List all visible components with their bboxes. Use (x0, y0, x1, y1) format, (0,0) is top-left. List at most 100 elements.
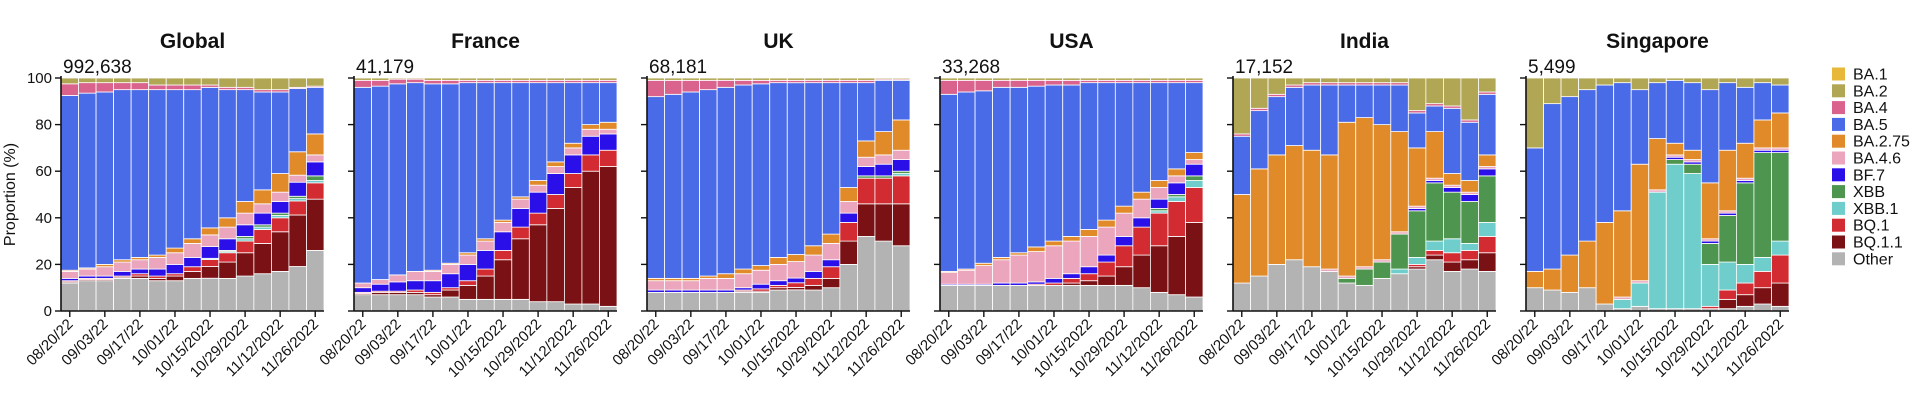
stacked-bar (892, 77, 911, 312)
bar-segment-ba-2 (1250, 77, 1269, 109)
bar-segment-xbb (306, 175, 325, 181)
bar-segment-ba-5 (1355, 84, 1374, 119)
stacked-bar (751, 77, 771, 312)
bar-segment-ba-2-75 (183, 238, 202, 244)
bar-segment-bf-7 (270, 201, 290, 214)
bar-segment-bq-1-1 (288, 214, 307, 267)
bar-segment-ba-5 (716, 86, 736, 275)
bar-segment-bq-1-1 (1097, 275, 1116, 286)
bar-segment-bq-1 (599, 149, 618, 167)
bar-segment-ba-2 (646, 77, 665, 81)
bar-segment-ba-4-6 (751, 269, 771, 285)
bar-segment-ba-2 (371, 77, 390, 81)
bar-segment-ba-2 (769, 77, 788, 81)
stacked-bar (1372, 77, 1392, 312)
bar-segment-ba-5 (1114, 82, 1134, 207)
bar-segment-xbb-1 (1443, 238, 1462, 254)
stacked-bar (581, 77, 600, 312)
bar-segment-bf-7 (306, 161, 325, 177)
bar-segment-xbb-1 (1167, 196, 1186, 202)
bar-segment-bq-1 (1114, 245, 1134, 268)
bar-segment-other (1027, 284, 1046, 312)
bar-segment-xbb (1460, 201, 1479, 244)
bar-segment-xbb-1 (1718, 261, 1737, 291)
bar-segment-ba-2 (1355, 77, 1374, 84)
bar-segment-bf-7 (546, 173, 565, 195)
sequence-count: 33,268 (942, 57, 1000, 78)
bar-segment-other (1185, 296, 1204, 312)
bar-segment-other (892, 245, 911, 312)
bar-segment-ba-5 (734, 84, 753, 270)
stacked-bar (1267, 77, 1286, 312)
bar-segment-other (511, 298, 530, 312)
bar-segment-ba-5 (1285, 86, 1304, 146)
stacked-bar (458, 77, 478, 312)
bar-segment-bq-1-1 (1167, 236, 1186, 296)
bar-segment-other (1478, 270, 1497, 312)
bar-segment-ba-4-6 (939, 272, 958, 285)
bar-segment-ba-2-75 (1771, 112, 1790, 149)
bar-segment-xbb-1 (1185, 180, 1204, 188)
bar-segment-ba-4 (939, 79, 958, 95)
bar-segment-ba-2 (1595, 77, 1615, 86)
bar-segment-ba-4-6 (1097, 226, 1116, 256)
legend-item-ba-2: BA.2 (1832, 83, 1888, 100)
bar-segment-ba-5 (1267, 96, 1286, 156)
panel-global: Global992,63802040608010008/20/2209/03/2… (23, 30, 325, 381)
bar-segment-bq-1-1 (218, 261, 237, 279)
stacked-bar (253, 77, 272, 312)
bar-segment-ba-4-6 (957, 269, 976, 285)
bar-segment-bq-1-1 (183, 270, 202, 279)
bar-segment-ba-2-75 (1595, 222, 1615, 305)
bar-segment-bq-1 (546, 194, 565, 209)
bar-segment-ba-2 (821, 77, 841, 81)
bar-segment-bq-1-1 (493, 259, 513, 300)
bar-segment-ba-2 (1302, 77, 1322, 84)
bar-segment-ba-2 (1390, 77, 1409, 84)
stacked-bar (1079, 77, 1099, 312)
legend-swatch (1832, 151, 1845, 165)
stacked-bar (992, 77, 1011, 312)
bar-segment-other (1337, 282, 1357, 312)
stacked-bar (1578, 77, 1597, 312)
bar-segment-ba-2-75 (218, 217, 237, 228)
bar-segment-ba-4 (95, 82, 114, 93)
bar-segment-ba-2 (235, 77, 255, 88)
stacked-bar (183, 77, 202, 312)
stacked-bar (716, 77, 736, 312)
bar-segment-ba-2 (1079, 77, 1099, 81)
bar-segment-other (699, 291, 718, 312)
stacked-bar (564, 77, 583, 312)
bar-segment-bq-1 (1771, 254, 1790, 284)
bar-segment-xbb (1700, 243, 1720, 265)
bar-segment-ba-2-75 (270, 173, 290, 193)
bar-segment-ba-4-6 (1150, 187, 1169, 200)
legend-item-bf-7: BF.7 (1832, 167, 1885, 184)
bar-segment-ba-2 (1337, 77, 1357, 84)
bar-segment-ba-2 (1665, 77, 1685, 81)
bar-segment-bq-1-1 (1425, 254, 1444, 261)
bar-segment-ba-2-75 (1114, 205, 1134, 214)
legend-swatch (1832, 67, 1845, 81)
panel-title: USA (1049, 30, 1093, 53)
bar-segment-ba-2 (511, 77, 530, 81)
sequence-count: 5,499 (1528, 57, 1576, 78)
bar-segment-xbb (1337, 277, 1357, 284)
bar-segment-other (992, 284, 1011, 312)
bar-segment-ba-4 (183, 84, 202, 91)
bar-segment-ba-2-75 (200, 227, 220, 236)
bar-segment-bf-7 (564, 154, 583, 174)
bar-segment-ba-2 (1150, 77, 1169, 81)
bar-segment-ba-4-6 (95, 266, 114, 277)
bar-segment-bq-1 (1425, 250, 1444, 256)
bar-segment-other (1460, 268, 1479, 312)
stacked-bar (288, 77, 307, 312)
bar-segment-ba-2-75 (1167, 168, 1186, 177)
bar-segment-ba-5 (1232, 135, 1251, 195)
bar-segment-ba-4-6 (353, 282, 372, 289)
bar-segment-ba-2 (892, 77, 911, 80)
stacked-bar (1560, 77, 1579, 312)
bar-segment-other (371, 294, 390, 312)
bar-segment-xbb (1665, 159, 1685, 165)
bar-segment-ba-5 (839, 82, 858, 188)
